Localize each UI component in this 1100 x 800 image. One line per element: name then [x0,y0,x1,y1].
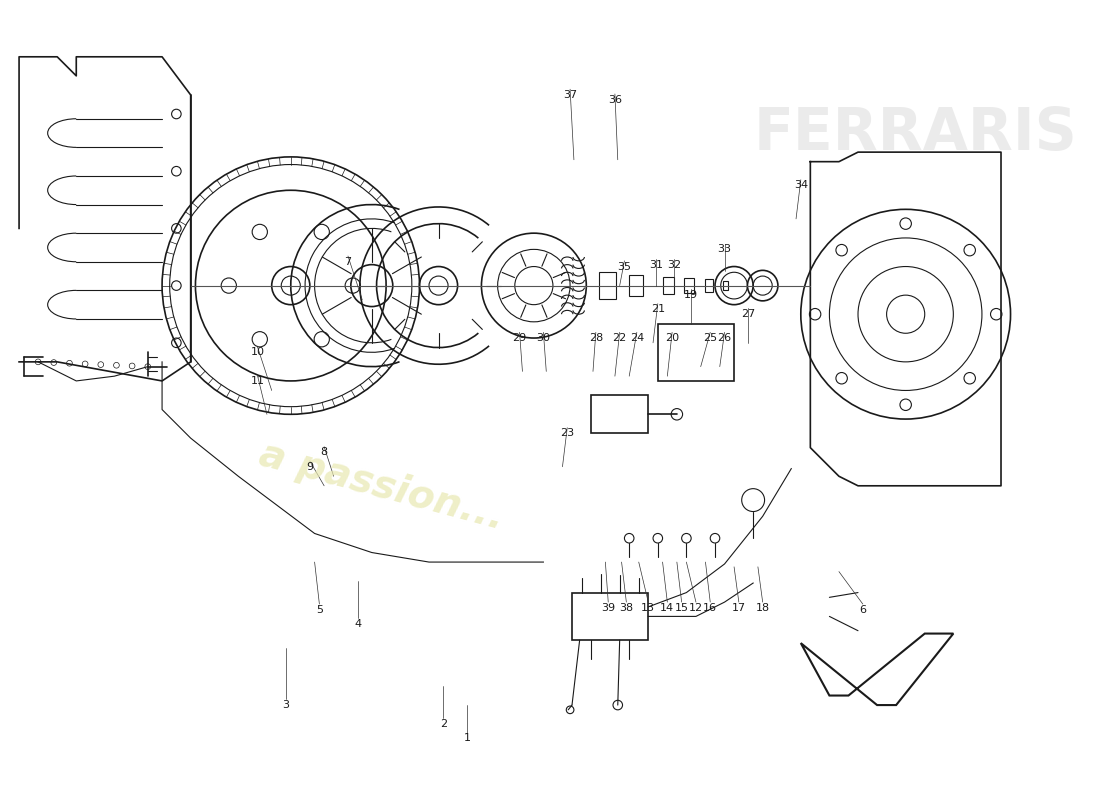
Text: FERRARIS: FERRARIS [754,105,1077,162]
Bar [658,324,734,381]
Text: 7: 7 [344,257,352,266]
Text: 25: 25 [703,333,717,343]
Text: 15: 15 [674,603,689,613]
Text: 5: 5 [316,605,323,614]
Text: 1: 1 [463,734,471,743]
Text: 36: 36 [608,94,622,105]
Text: a passion...: a passion... [255,435,508,537]
Text: 11: 11 [251,376,264,386]
Text: 33: 33 [717,244,732,254]
Text: 29: 29 [513,333,527,343]
Text: 16: 16 [703,603,717,613]
Bar [684,278,694,294]
Text: 4: 4 [354,619,361,629]
Text: 2: 2 [440,719,447,729]
Text: 3: 3 [283,700,289,710]
Bar [662,277,674,294]
Text: 13: 13 [641,603,656,613]
Text: 30: 30 [537,333,550,343]
Bar [591,395,648,434]
Text: 32: 32 [667,260,681,270]
Text: 8: 8 [320,447,328,458]
Text: 18: 18 [756,603,770,613]
Text: 39: 39 [602,603,615,613]
Text: 20: 20 [666,333,679,343]
Text: 14: 14 [660,603,674,613]
Text: 31: 31 [649,260,663,270]
Text: 38: 38 [619,603,634,613]
Text: 12: 12 [689,603,703,613]
Text: 24: 24 [629,333,644,343]
Text: 10: 10 [251,347,264,358]
Text: 21: 21 [651,305,664,314]
Text: 23: 23 [560,428,574,438]
Text: 35: 35 [617,262,631,271]
Text: 26: 26 [717,333,732,343]
Bar [598,272,616,299]
Text: 34: 34 [794,181,807,190]
Bar [629,275,642,296]
Bar [723,281,728,290]
Bar [572,593,648,640]
Text: 22: 22 [613,333,627,343]
Text: 17: 17 [732,603,746,613]
Text: 28: 28 [588,333,603,343]
Text: 6: 6 [859,605,867,614]
Text: 27: 27 [741,309,756,319]
Text: 19: 19 [684,290,699,300]
Text: 37: 37 [563,90,578,100]
Text: 9: 9 [306,462,313,472]
Bar [705,279,713,292]
